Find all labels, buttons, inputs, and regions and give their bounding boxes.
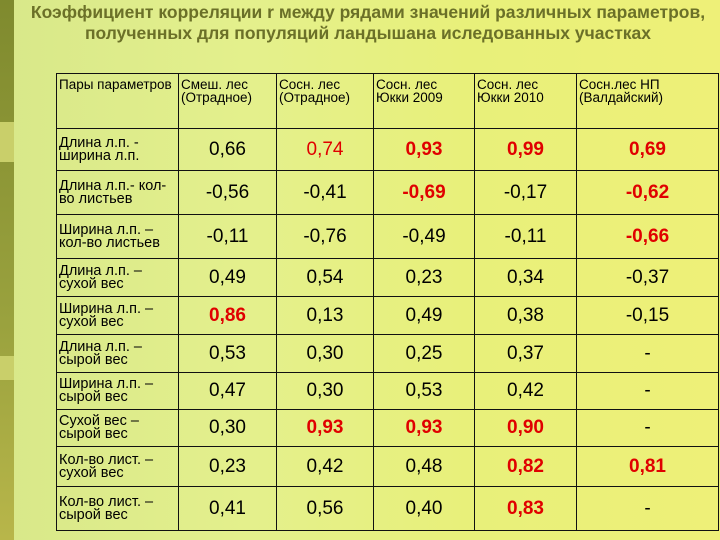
column-header: Пары параметров xyxy=(56,73,179,129)
value-cell: 0,34 xyxy=(474,258,577,297)
pair-cell: Длина л.п. – сухой вес xyxy=(56,258,179,297)
column-header: Сосн. лес Юкки 2009 xyxy=(373,73,475,129)
value-cell: 0,30 xyxy=(276,372,374,410)
table-row: Длина л.п. - ширина л.п. 0,66 0,74 0,93 0,99… xyxy=(56,128,719,171)
left-accent-bar xyxy=(0,0,14,540)
pair-cell: Длина л.п. – сырой вес xyxy=(56,334,179,373)
value-cell: 0,42 xyxy=(276,446,374,487)
accent-notch xyxy=(0,356,14,380)
value-cell: 0,53 xyxy=(373,372,475,410)
pair-cell: Длина л.п.- кол-во листьев xyxy=(56,170,179,215)
value-cell: - xyxy=(576,372,719,410)
header-row: Пары параметров Смеш. лес (Отрадное) Сос… xyxy=(56,73,719,129)
value-cell: 0,93 xyxy=(373,409,475,447)
value-cell: 0,37 xyxy=(474,334,577,373)
value-cell: -0,62 xyxy=(576,170,719,215)
value-cell: -0,37 xyxy=(576,258,719,297)
column-header: Сосн. лес Юкки 2010 xyxy=(474,73,577,129)
value-cell: 0,30 xyxy=(178,409,277,447)
pair-cell: Ширина л.п. – сухой вес xyxy=(56,296,179,335)
value-cell: 0,90 xyxy=(474,409,577,447)
value-cell: 0,47 xyxy=(178,372,277,410)
pair-cell: Кол-во лист. – сухой вес xyxy=(56,446,179,487)
value-cell: 0,49 xyxy=(178,258,277,297)
slide-title: Коэффициент корреляции r между рядами зн… xyxy=(30,2,706,43)
value-cell: 0,13 xyxy=(276,296,374,335)
value-cell: -0,11 xyxy=(474,214,577,259)
pair-cell: Кол-во лист. – сырой вес xyxy=(56,486,179,531)
accent-notch xyxy=(0,122,14,162)
value-cell: -0,49 xyxy=(373,214,475,259)
value-cell: -0,76 xyxy=(276,214,374,259)
value-cell: - xyxy=(576,409,719,447)
table-row: Длина л.п. – сухой вес 0,49 0,54 0,23 0,34 -0… xyxy=(56,258,719,297)
value-cell: 0,93 xyxy=(373,128,475,171)
pair-cell: Ширина л.п. – сырой вес xyxy=(56,372,179,410)
value-cell: 0,99 xyxy=(474,128,577,171)
column-header: Смеш. лес (Отрадное) xyxy=(178,73,277,129)
value-cell: 0,30 xyxy=(276,334,374,373)
value-cell: 0,42 xyxy=(474,372,577,410)
value-cell: 0,69 xyxy=(576,128,719,171)
value-cell: 0,49 xyxy=(373,296,475,335)
value-cell: 0,23 xyxy=(178,446,277,487)
value-cell: 0,82 xyxy=(474,446,577,487)
value-cell: -0,41 xyxy=(276,170,374,215)
value-cell: 0,38 xyxy=(474,296,577,335)
table-row: Кол-во лист. – сухой вес 0,23 0,42 0,48 0,82… xyxy=(56,446,719,487)
value-cell: 0,74 xyxy=(276,128,374,171)
value-cell: -0,56 xyxy=(178,170,277,215)
value-cell: 0,23 xyxy=(373,258,475,297)
table-row: Длина л.п.- кол-во листьев -0,56 -0,41 -0,6… xyxy=(56,170,719,215)
value-cell: - xyxy=(576,486,719,531)
value-cell: 0,53 xyxy=(178,334,277,373)
column-header: Сосн.лес НП (Валдайский) xyxy=(576,73,719,129)
table-row: Ширина л.п. – сухой вес 0,86 0,13 0,49 0,38-… xyxy=(56,296,719,335)
value-cell: 0,25 xyxy=(373,334,475,373)
value-cell: -0,15 xyxy=(576,296,719,335)
pair-cell: Ширина л.п. – кол-во листьев xyxy=(56,214,179,259)
value-cell: 0,83 xyxy=(474,486,577,531)
value-cell: 0,56 xyxy=(276,486,374,531)
table-row: Ширина л.п. – кол-во листьев -0,11 -0,76 -0… xyxy=(56,214,719,259)
correlation-table: Пары параметров Смеш. лес (Отрадное) Сос… xyxy=(56,73,719,531)
column-header: Сосн. лес (Отрадное) xyxy=(276,73,374,129)
value-cell: 0,48 xyxy=(373,446,475,487)
value-cell: 0,40 xyxy=(373,486,475,531)
pair-cell: Сухой вес – сырой вес xyxy=(56,409,179,447)
value-cell: 0,93 xyxy=(276,409,374,447)
value-cell: -0,17 xyxy=(474,170,577,215)
table-row: Сухой вес – сырой вес 0,30 0,93 0,93 0,90- xyxy=(56,409,719,447)
pair-cell: Длина л.п. - ширина л.п. xyxy=(56,128,179,171)
value-cell: 0,54 xyxy=(276,258,374,297)
table-row: Длина л.п. – сырой вес 0,53 0,30 0,25 0,37- xyxy=(56,334,719,373)
table-row: Кол-во лист. – сырой вес 0,41 0,56 0,40 0,83… xyxy=(56,486,719,531)
value-cell: 0,81 xyxy=(576,446,719,487)
value-cell: 0,66 xyxy=(178,128,277,171)
value-cell: 0,86 xyxy=(178,296,277,335)
value-cell: -0,11 xyxy=(178,214,277,259)
value-cell: -0,66 xyxy=(576,214,719,259)
value-cell: -0,69 xyxy=(373,170,475,215)
value-cell: - xyxy=(576,334,719,373)
value-cell: 0,41 xyxy=(178,486,277,531)
table-row: Ширина л.п. – сырой вес 0,47 0,30 0,53 0,42- xyxy=(56,372,719,410)
